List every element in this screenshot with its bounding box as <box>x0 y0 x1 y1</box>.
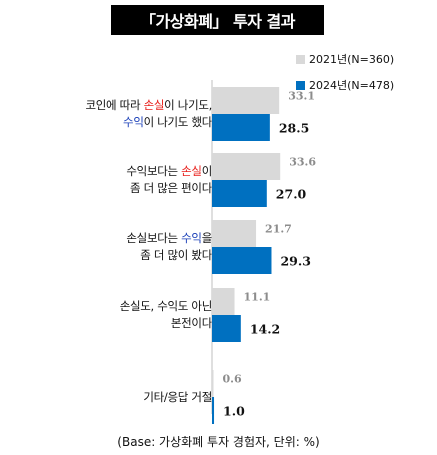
value-label-2021-other: 0.6 <box>223 373 242 386</box>
category-label-more-profit: 손실보다는 수익을 좀 더 많이 봤다 <box>126 231 212 262</box>
footnote: (Base: 가상화폐 투자 경험자, 단위: %) <box>117 435 320 449</box>
value-label-2021-more-loss: 33.6 <box>289 156 316 169</box>
legend-item-2024: 2024년(N=478) <box>296 76 394 94</box>
legend: 2021년(N=360) 2024년(N=478) <box>296 50 394 102</box>
category-label-more-loss: 수익보다는 손실이 좀 더 많은 편이다 <box>126 164 212 195</box>
value-label-2021-mixed: 33.1 <box>288 90 315 103</box>
legend-swatch-2021 <box>296 54 305 64</box>
bar-2024-more-profit <box>212 247 272 274</box>
bar-2024-other <box>212 397 215 424</box>
legend-swatch-2024 <box>296 80 305 90</box>
value-label-2021-more-profit: 21.7 <box>265 223 292 236</box>
bar-2021-other <box>212 370 214 397</box>
value-label-2024-mixed: 28.5 <box>279 121 309 136</box>
bar-2021-more-profit <box>212 220 257 247</box>
category-label-other: 기타/응답 거절 <box>143 389 212 404</box>
legend-label-2021: 2021년(N=360) <box>309 53 395 66</box>
bar-2021-more-loss <box>212 153 281 180</box>
value-label-2024-break-even: 14.2 <box>250 322 280 337</box>
bar-2024-more-loss <box>212 180 267 207</box>
bar-2021-break-even <box>212 288 235 315</box>
value-label-2024-more-loss: 27.0 <box>276 187 307 202</box>
category-label-break-even: 손실도, 수익도 아닌 본전이다 <box>119 299 213 330</box>
value-label-2024-other: 1.0 <box>223 404 245 419</box>
bar-2024-break-even <box>212 315 241 342</box>
chart-title: 「가상화폐」 투자 결과 <box>111 5 324 35</box>
value-label-2021-break-even: 11.1 <box>244 291 271 304</box>
legend-item-2021: 2021년(N=360) <box>296 50 394 68</box>
bar-2024-mixed <box>212 114 270 141</box>
value-label-2024-more-profit: 29.3 <box>280 254 310 269</box>
bar-2021-mixed <box>212 87 280 114</box>
category-label-mixed: 코인에 따라 손실이 나기도, 수익이 나기도 했다 <box>85 98 212 129</box>
legend-label-2024: 2024년(N=478) <box>309 79 395 92</box>
